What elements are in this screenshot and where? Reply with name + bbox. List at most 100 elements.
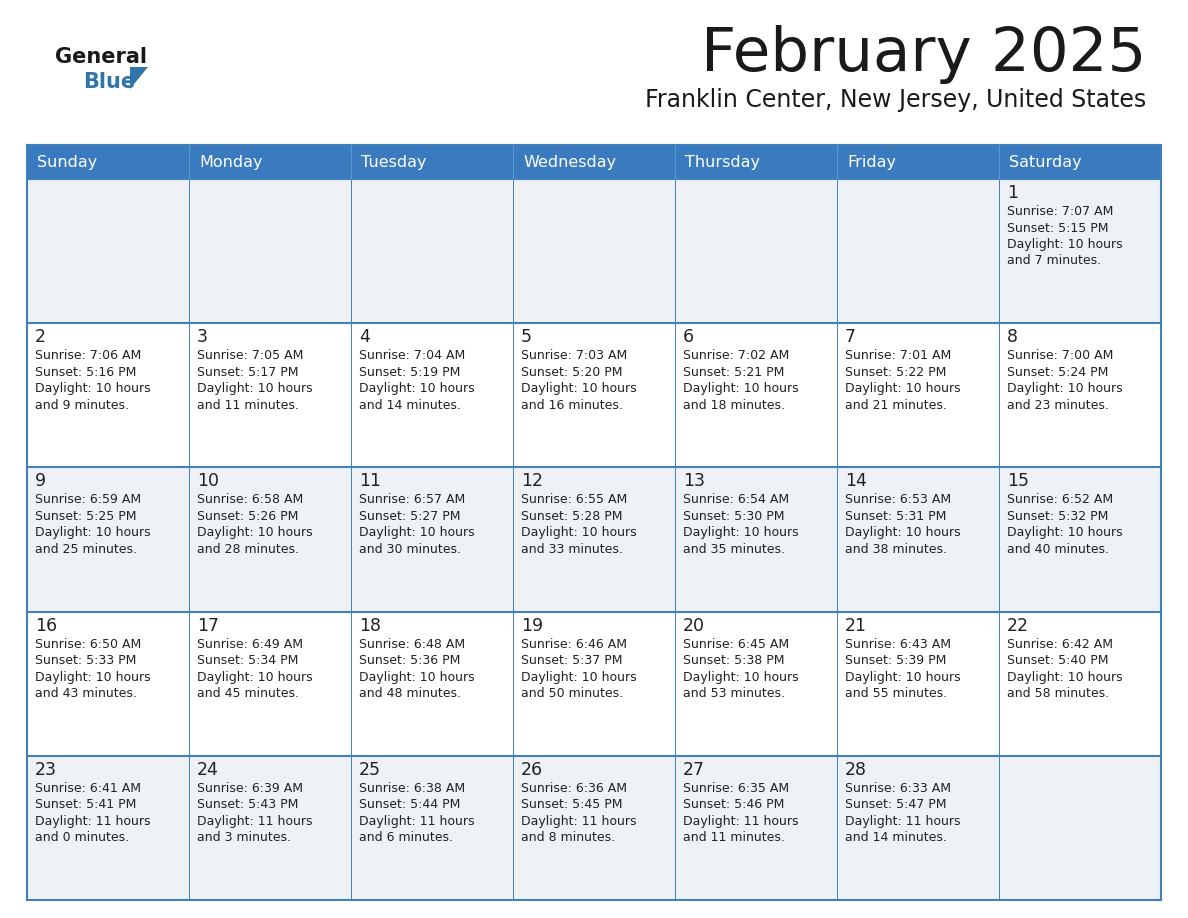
Text: and 14 minutes.: and 14 minutes.: [359, 398, 461, 411]
Text: Sunset: 5:31 PM: Sunset: 5:31 PM: [845, 509, 947, 523]
Bar: [838, 145, 999, 179]
Text: and 7 minutes.: and 7 minutes.: [1007, 254, 1101, 267]
Text: Sunset: 5:25 PM: Sunset: 5:25 PM: [34, 509, 137, 523]
Text: Daylight: 11 hours: Daylight: 11 hours: [197, 815, 312, 828]
Text: Sunset: 5:19 PM: Sunset: 5:19 PM: [359, 365, 461, 379]
Text: and 33 minutes.: and 33 minutes.: [522, 543, 623, 556]
Text: and 45 minutes.: and 45 minutes.: [197, 687, 299, 700]
Text: Daylight: 10 hours: Daylight: 10 hours: [845, 526, 961, 540]
Text: 4: 4: [359, 329, 369, 346]
Bar: [999, 179, 1161, 323]
Text: 19: 19: [522, 617, 543, 634]
Bar: [999, 323, 1161, 467]
Bar: [999, 467, 1161, 611]
Text: Sunrise: 6:54 AM: Sunrise: 6:54 AM: [683, 493, 789, 507]
Text: Daylight: 10 hours: Daylight: 10 hours: [845, 671, 961, 684]
Text: Daylight: 10 hours: Daylight: 10 hours: [1007, 526, 1123, 540]
Text: 23: 23: [34, 761, 57, 778]
Bar: [675, 145, 838, 179]
Bar: [350, 756, 513, 900]
Text: 16: 16: [34, 617, 57, 634]
Text: February 2025: February 2025: [701, 25, 1146, 84]
Text: and 35 minutes.: and 35 minutes.: [683, 543, 785, 556]
Bar: [513, 756, 675, 900]
Text: and 38 minutes.: and 38 minutes.: [845, 543, 947, 556]
Text: Daylight: 11 hours: Daylight: 11 hours: [683, 815, 798, 828]
Text: Sunrise: 6:52 AM: Sunrise: 6:52 AM: [1007, 493, 1113, 507]
Bar: [513, 611, 675, 756]
Bar: [675, 611, 838, 756]
Text: 12: 12: [522, 473, 543, 490]
Bar: [189, 323, 350, 467]
Text: Daylight: 10 hours: Daylight: 10 hours: [522, 382, 637, 396]
Text: 7: 7: [845, 329, 857, 346]
Text: 2: 2: [34, 329, 46, 346]
Bar: [27, 145, 189, 179]
Text: Sunset: 5:37 PM: Sunset: 5:37 PM: [522, 655, 623, 667]
Text: Daylight: 10 hours: Daylight: 10 hours: [1007, 671, 1123, 684]
Text: Sunset: 5:30 PM: Sunset: 5:30 PM: [683, 509, 784, 523]
Text: Sunset: 5:47 PM: Sunset: 5:47 PM: [845, 799, 947, 812]
Text: and 3 minutes.: and 3 minutes.: [197, 832, 291, 845]
Text: Sunset: 5:45 PM: Sunset: 5:45 PM: [522, 799, 623, 812]
Text: Friday: Friday: [847, 154, 896, 170]
Bar: [675, 179, 838, 323]
Text: and 25 minutes.: and 25 minutes.: [34, 543, 137, 556]
Text: Sunset: 5:40 PM: Sunset: 5:40 PM: [1007, 655, 1108, 667]
Text: Sunrise: 7:01 AM: Sunrise: 7:01 AM: [845, 349, 952, 363]
Text: 5: 5: [522, 329, 532, 346]
Text: Sunrise: 7:04 AM: Sunrise: 7:04 AM: [359, 349, 466, 363]
Text: Sunset: 5:38 PM: Sunset: 5:38 PM: [683, 655, 784, 667]
Bar: [350, 611, 513, 756]
Text: Daylight: 10 hours: Daylight: 10 hours: [197, 526, 312, 540]
Text: 24: 24: [197, 761, 219, 778]
Text: Daylight: 10 hours: Daylight: 10 hours: [34, 671, 151, 684]
Bar: [513, 145, 675, 179]
Text: Sunset: 5:17 PM: Sunset: 5:17 PM: [197, 365, 298, 379]
Text: 13: 13: [683, 473, 704, 490]
Text: Sunset: 5:21 PM: Sunset: 5:21 PM: [683, 365, 784, 379]
Text: Daylight: 10 hours: Daylight: 10 hours: [359, 671, 475, 684]
Text: Sunrise: 6:39 AM: Sunrise: 6:39 AM: [197, 782, 303, 795]
Text: Sunrise: 6:41 AM: Sunrise: 6:41 AM: [34, 782, 141, 795]
Text: Blue: Blue: [83, 72, 135, 92]
Bar: [838, 611, 999, 756]
Text: Sunrise: 6:42 AM: Sunrise: 6:42 AM: [1007, 638, 1113, 651]
Text: and 6 minutes.: and 6 minutes.: [359, 832, 453, 845]
Text: Sunset: 5:26 PM: Sunset: 5:26 PM: [197, 509, 298, 523]
Text: and 11 minutes.: and 11 minutes.: [683, 832, 785, 845]
Bar: [27, 323, 189, 467]
Text: Sunrise: 6:59 AM: Sunrise: 6:59 AM: [34, 493, 141, 507]
Text: Sunset: 5:20 PM: Sunset: 5:20 PM: [522, 365, 623, 379]
Text: 17: 17: [197, 617, 219, 634]
Text: Sunrise: 7:03 AM: Sunrise: 7:03 AM: [522, 349, 627, 363]
Polygon shape: [129, 67, 148, 89]
Bar: [838, 756, 999, 900]
Text: 18: 18: [359, 617, 381, 634]
Text: Monday: Monday: [200, 154, 263, 170]
Text: and 28 minutes.: and 28 minutes.: [197, 543, 299, 556]
Text: and 48 minutes.: and 48 minutes.: [359, 687, 461, 700]
Text: Daylight: 10 hours: Daylight: 10 hours: [1007, 238, 1123, 251]
Text: Sunset: 5:46 PM: Sunset: 5:46 PM: [683, 799, 784, 812]
Text: Sunset: 5:16 PM: Sunset: 5:16 PM: [34, 365, 137, 379]
Text: Sunset: 5:15 PM: Sunset: 5:15 PM: [1007, 221, 1108, 234]
Text: Sunset: 5:44 PM: Sunset: 5:44 PM: [359, 799, 461, 812]
Text: 1: 1: [1007, 184, 1018, 202]
Text: Tuesday: Tuesday: [361, 154, 426, 170]
Text: General: General: [55, 47, 147, 67]
Text: Sunset: 5:43 PM: Sunset: 5:43 PM: [197, 799, 298, 812]
Text: and 0 minutes.: and 0 minutes.: [34, 832, 129, 845]
Text: 10: 10: [197, 473, 219, 490]
Text: 20: 20: [683, 617, 704, 634]
Text: Sunset: 5:28 PM: Sunset: 5:28 PM: [522, 509, 623, 523]
Text: Sunrise: 6:45 AM: Sunrise: 6:45 AM: [683, 638, 789, 651]
Text: 14: 14: [845, 473, 867, 490]
Text: Daylight: 10 hours: Daylight: 10 hours: [683, 526, 798, 540]
Text: Sunrise: 6:35 AM: Sunrise: 6:35 AM: [683, 782, 789, 795]
Text: Sunrise: 7:02 AM: Sunrise: 7:02 AM: [683, 349, 789, 363]
Text: 3: 3: [197, 329, 208, 346]
Bar: [838, 467, 999, 611]
Text: Sunset: 5:41 PM: Sunset: 5:41 PM: [34, 799, 137, 812]
Text: Sunrise: 6:53 AM: Sunrise: 6:53 AM: [845, 493, 952, 507]
